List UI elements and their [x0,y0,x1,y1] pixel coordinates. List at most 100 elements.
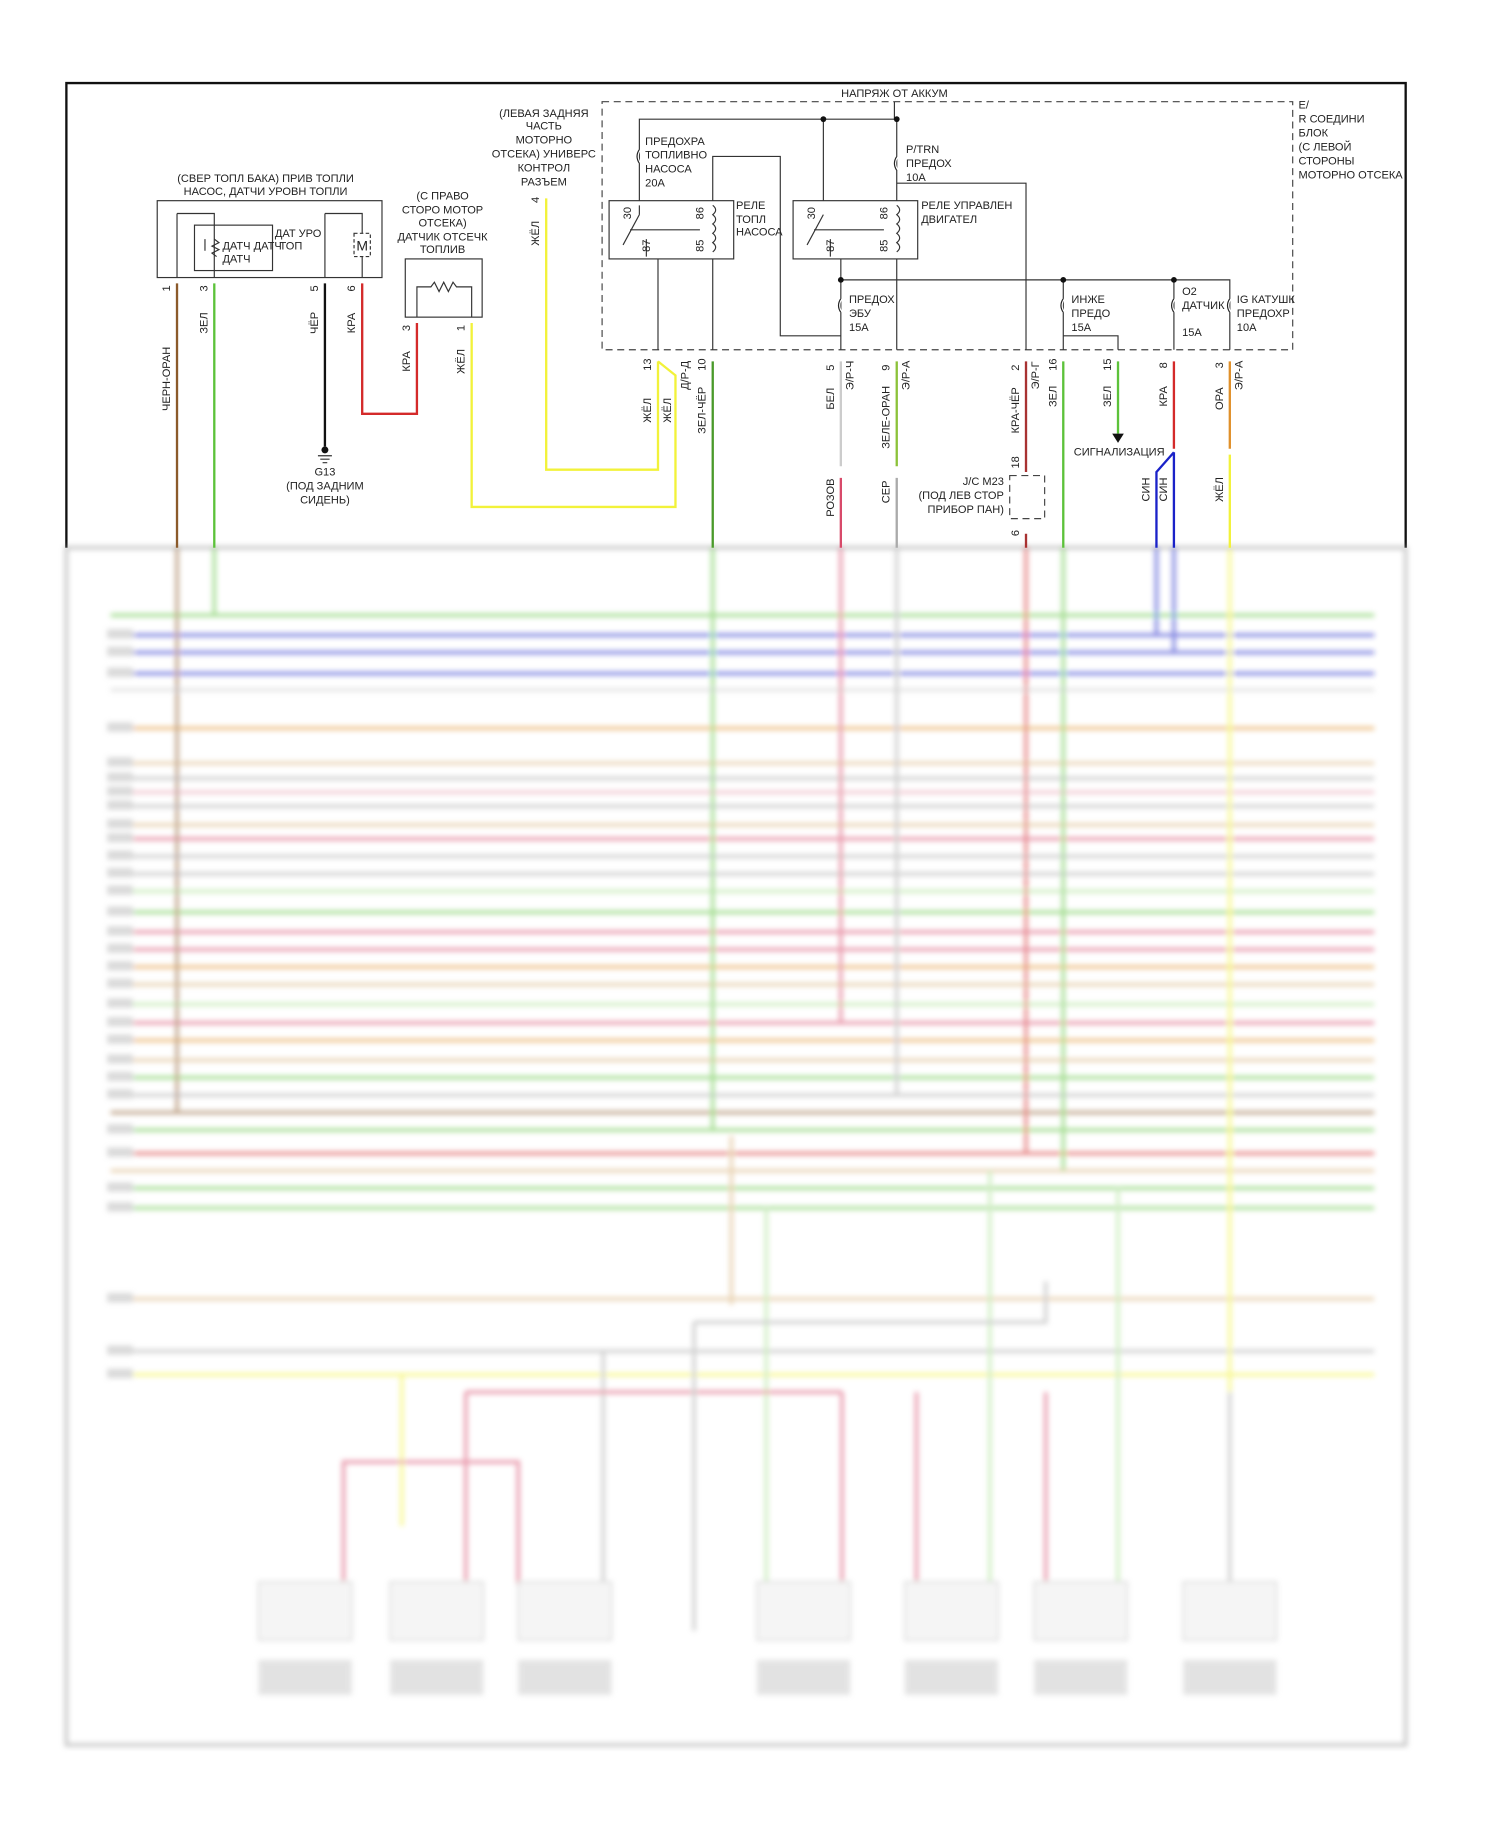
svg-text:СИН: СИН [1158,478,1170,502]
fuel-pump-relay: 30 86 87 85 РЕЛЕ ТОПЛ НАСОСА [608,200,783,260]
svg-text:ЗЕЛ: ЗЕЛ [1047,386,1059,407]
svg-text:18: 18 [1010,456,1022,468]
svg-text:ЧЕРН-ОРАН: ЧЕРН-ОРАН [161,347,173,411]
svg-text:СИН: СИН [1140,478,1152,502]
svg-text:Э/Р-Ч: Э/Р-Ч [845,361,857,390]
svg-text:ОРА: ОРА [1214,387,1226,410]
svg-text:РЕЛЕ УПРАВЛЕН: РЕЛЕ УПРАВЛЕН [921,200,1012,212]
svg-text:85: 85 [694,240,706,252]
row-label-blurred [107,1017,133,1027]
svg-text:ЖЁЛ: ЖЁЛ [530,221,542,246]
svg-text:ПРИБОР ПАН): ПРИБОР ПАН) [928,504,1004,516]
svg-text:1: 1 [456,325,468,331]
svg-text:3: 3 [401,325,413,331]
svg-text:ЖЁЛ: ЖЁЛ [456,349,468,374]
svg-text:ЗЕЛ: ЗЕЛ [198,312,210,333]
universal-connector: (ЛЕВАЯ ЗАДНЯЯ ЧАСТЬ МОТОРНО ОТСЕКА) УНИВ… [492,108,596,246]
svg-text:ПРЕДОХР: ПРЕДОХР [1237,308,1290,320]
alarm-label: СИГНАЛИЗАЦИЯ [1074,447,1165,459]
blurred-lower-diagram [107,547,1375,1695]
svg-text:3: 3 [198,285,210,291]
svg-text:M: M [356,238,368,254]
svg-text:P/TRN: P/TRN [906,144,939,156]
row-label-blurred [107,772,133,782]
row-label-blurred [107,629,133,639]
svg-text:(ПОД ЗАДНИМ: (ПОД ЗАДНИМ [286,481,364,493]
joint-connector-m23: J/C M23 (ПОД ЛЕВ СТОР ПРИБОР ПАН) 18 6 [918,456,1046,536]
resistor-icon [416,280,473,318]
svg-text:ДАТЧ: ДАТЧ [222,253,250,265]
svg-text:ПРЕДОХ: ПРЕДОХ [849,294,895,306]
svg-text:O2: O2 [1182,286,1197,298]
svg-text:10: 10 [697,358,709,370]
svg-text:R СОЕДИНИ: R СОЕДИНИ [1299,114,1365,126]
component-box [904,1581,999,1641]
svg-text:ЭБУ: ЭБУ [849,308,872,320]
svg-text:Э/Р-А: Э/Р-А [901,360,913,390]
component-box [257,1581,353,1641]
svg-text:ТОПЛ: ТОПЛ [736,214,766,226]
component-box [756,1581,851,1641]
svg-text:86: 86 [694,207,706,219]
svg-text:87: 87 [825,240,837,252]
wires-top [175,198,1231,548]
svg-text:РАЗЪЕМ: РАЗЪЕМ [521,177,567,189]
svg-text:ТОПЛИВ: ТОПЛИВ [420,244,465,256]
svg-text:РЕЛЕ: РЕЛЕ [736,200,765,212]
svg-text:13: 13 [642,358,654,370]
row-label-blurred [107,1147,133,1157]
row-label-blurred [107,1202,133,1212]
ground-icon [321,446,329,454]
junction-block-label: E/ R СОЕДИНИ БЛОК (С ЛЕВОЙ СТОРОНЫ МОТОР… [1299,100,1404,182]
junction-block-internals [635,101,1232,350]
svg-text:СТОРОНЫ: СТОРОНЫ [1299,156,1355,168]
row-label-blurred [107,1293,133,1303]
row-label-blurred [107,1345,133,1355]
svg-text:2: 2 [1010,365,1022,371]
svg-text:(С ЛЕВОЙ: (С ЛЕВОЙ [1299,141,1352,154]
row-label-blurred [107,1054,133,1064]
svg-text:(С ПРАВО: (С ПРАВО [416,191,469,203]
svg-text:ЧАСТЬ: ЧАСТЬ [526,121,562,133]
svg-text:5: 5 [825,365,837,371]
engine-control-relay: 30 86 87 85 РЕЛЕ УПРАВЛЕН ДВИГАТЕЛ [792,200,1012,260]
svg-text:ТОП: ТОП [280,241,303,253]
svg-text:Э/Р-А: Э/Р-А [1234,360,1246,390]
row-label-blurred [107,757,133,767]
row-label-blurred [107,800,133,810]
svg-text:16: 16 [1047,358,1059,370]
component-label-blurred [756,1659,851,1695]
component-label-blurred [904,1659,999,1695]
fuel-cutoff-sensor: (С ПРАВО СТОРО МОТОР ОТСЕКА) ДАТЧИК ОТСЕ… [398,191,489,374]
row-label-blurred [107,1089,133,1099]
svg-text:КОНТРОЛ: КОНТРОЛ [518,163,570,175]
svg-text:ДАТ УРО: ДАТ УРО [275,228,322,240]
row-label-blurred [107,998,133,1008]
svg-text:ДАТЧИК: ДАТЧИК [1182,300,1225,312]
svg-text:J/C M23: J/C M23 [963,476,1004,488]
component-label-blurred [390,1659,484,1695]
svg-text:1: 1 [161,285,173,291]
svg-text:БЕЛ: БЕЛ [825,388,837,410]
component-label-blurred [1034,1659,1128,1695]
svg-text:СЕР: СЕР [881,480,893,503]
svg-text:КРА-ЧЁР: КРА-ЧЁР [1010,387,1022,433]
row-label-blurred [107,1124,133,1134]
component-label-blurred [258,1659,352,1695]
row-label-blurred [107,867,133,878]
svg-text:НАСОСА: НАСОСА [645,164,692,176]
row-label-blurred [107,833,133,843]
svg-text:Э/Р-Г: Э/Р-Г [1030,361,1042,389]
svg-text:4: 4 [530,197,542,203]
row-label-blurred [107,1071,133,1082]
row-label-blurred [107,885,133,895]
svg-text:3: 3 [1214,362,1226,368]
svg-text:БЛОК: БЛОК [1299,128,1329,140]
row-label-blurred [107,722,133,732]
junction-block-pins: 13 ЖЁЛ ЖЁЛ 10 Д/Р-Д ЗЕЛ-ЧЁР 5 Э/Р-Ч БЕЛ … [642,358,1246,516]
fuse-labels: ПРЕДОХРА ТОПЛИВНО НАСОСА 20А P/TRN ПРЕДО… [645,136,1295,339]
row-label-blurred [107,1368,133,1379]
svg-text:8: 8 [1158,362,1170,368]
svg-text:9: 9 [881,365,893,371]
svg-text:(ЛЕВАЯ ЗАДНЯЯ: (ЛЕВАЯ ЗАДНЯЯ [499,108,589,120]
